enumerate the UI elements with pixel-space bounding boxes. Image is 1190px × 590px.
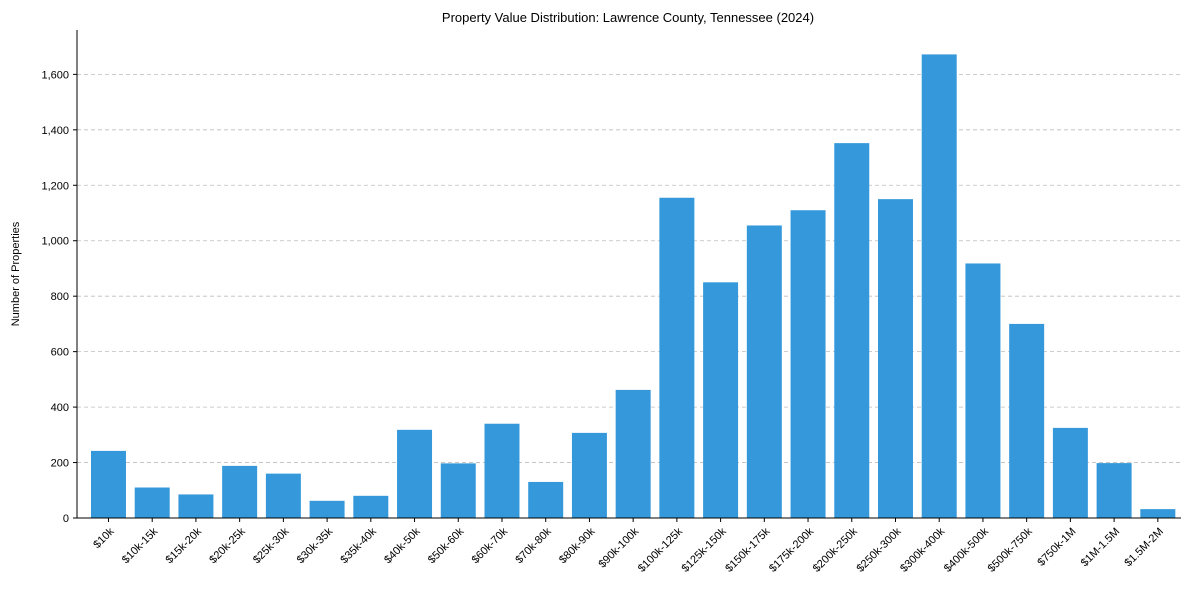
bar (397, 429, 433, 518)
bar (309, 500, 345, 518)
x-tick-label: $50k-60k (426, 525, 467, 566)
y-axis: 0 200 400 600 800 1,000 1,200 1,400 1,600 (41, 30, 78, 525)
x-tick-label: $300k-400k (898, 525, 947, 574)
bar (1009, 323, 1045, 518)
x-tick-label: $15k-20k (164, 525, 205, 566)
bar (440, 463, 476, 518)
x-tick-label: $35k-40k (338, 525, 379, 566)
bar (528, 481, 564, 518)
x-tick-label: $200k-250k (811, 525, 860, 574)
x-tick-label: $175k-200k (767, 525, 816, 574)
x-tick-label: $25k-30k (251, 525, 292, 566)
y-tick-label: 1,000 (41, 236, 69, 248)
bar (353, 495, 389, 518)
bar (484, 423, 520, 518)
bar (178, 494, 214, 518)
bar (571, 432, 607, 518)
x-tick-label: $750k-1M (1035, 526, 1078, 569)
bar (834, 143, 870, 519)
bars (90, 54, 1176, 519)
bar (659, 197, 695, 518)
x-tick-label: $1.5M-2M (1122, 526, 1166, 570)
bar (615, 389, 651, 518)
y-axis-label: Number of Properties (10, 221, 22, 326)
x-tick-label: $1M-1.5M (1079, 526, 1123, 570)
bar (265, 473, 301, 518)
x-tick-label: $125k-150k (680, 525, 729, 574)
x-tick-label: $20k-25k (207, 525, 248, 566)
x-tick-label: $250k-300k (854, 525, 903, 574)
x-tick-label: $10k-15k (120, 525, 161, 566)
y-tick-label: 1,400 (41, 125, 69, 137)
y-tick-label: 1,600 (41, 69, 69, 81)
y-tick-label: 600 (51, 347, 69, 359)
x-tick-label: $60k-70k (470, 525, 511, 566)
x-tick-label: $30k-35k (295, 525, 336, 566)
bar (790, 210, 826, 518)
bar (746, 225, 782, 518)
x-axis: $10k $10k-15k $15k-20k $20k-25k $25k-30k $30k… (77, 517, 1181, 575)
x-tick-label: $80k-90k (557, 525, 598, 566)
x-tick-label: $400k-500k (942, 525, 991, 574)
x-tick-label: $70k-80k (513, 525, 554, 566)
x-tick-label: $40k-50k (382, 525, 423, 566)
y-tick-label: 0 (63, 513, 69, 525)
bar (90, 450, 126, 518)
bar (1140, 509, 1176, 518)
bar (965, 263, 1001, 518)
y-tick-label: 200 (51, 458, 69, 470)
chart-title: Property Value Distribution: Lawrence Co… (442, 10, 814, 25)
y-tick-label: 800 (51, 291, 69, 303)
bar (1052, 427, 1088, 518)
x-tick-label: $500k-750k (986, 525, 1035, 574)
y-tick-label: 400 (51, 402, 69, 414)
bar (134, 487, 170, 518)
x-tick-label: $100k-125k (636, 525, 685, 574)
bar (703, 282, 739, 518)
bar (1096, 463, 1132, 518)
x-tick-label: $150k-175k (723, 525, 772, 574)
bar (222, 465, 258, 518)
x-tick-label: $10k (91, 525, 117, 551)
bar (921, 54, 957, 519)
bar (878, 199, 913, 519)
x-tick-label: $90k-100k (596, 525, 641, 570)
y-tick-label: 1,200 (41, 180, 69, 192)
